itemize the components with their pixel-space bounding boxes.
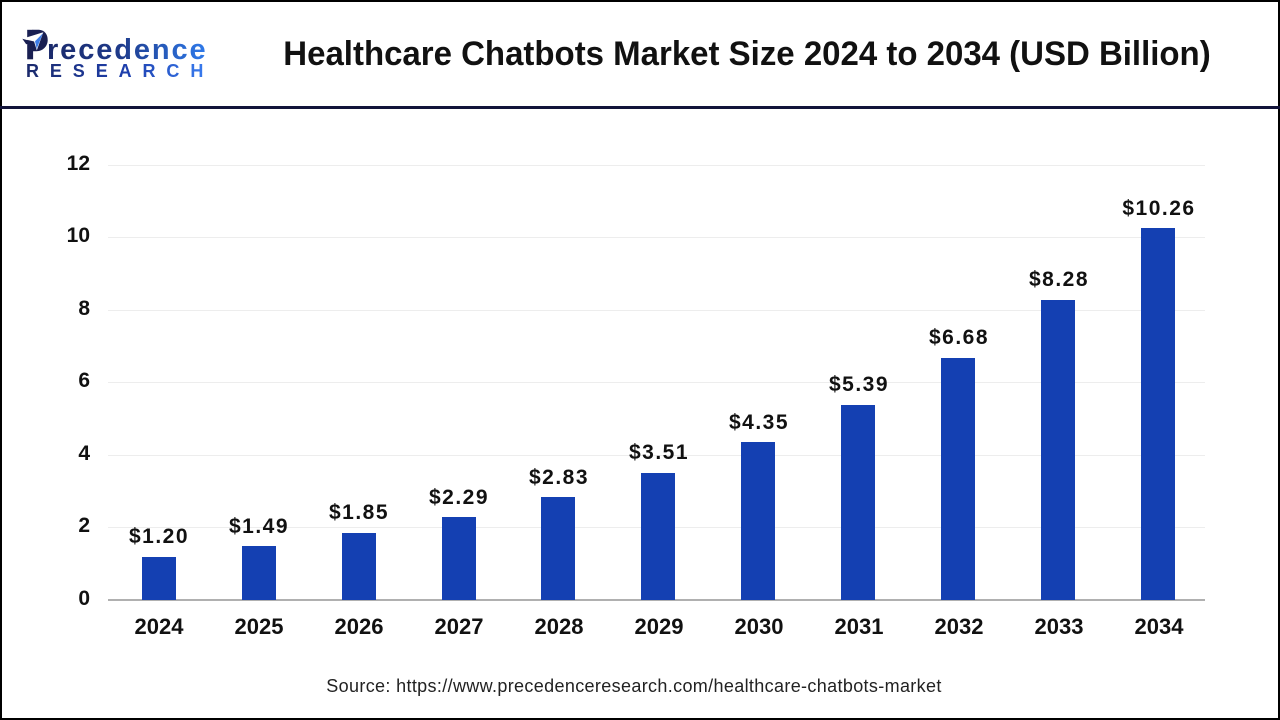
svg-text:recedence: recedence — [47, 34, 208, 66]
svg-text:RESEARCH: RESEARCH — [26, 61, 214, 81]
